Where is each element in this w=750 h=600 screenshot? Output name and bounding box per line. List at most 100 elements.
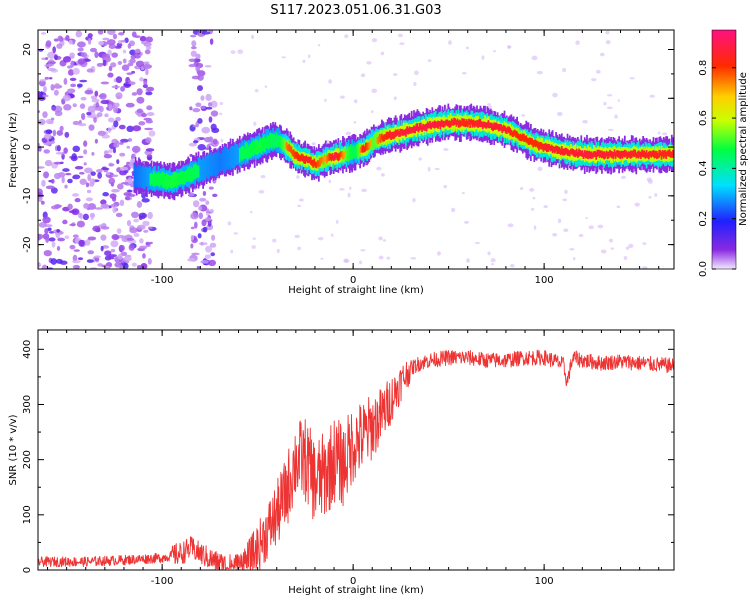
ridge-segment [465, 119, 468, 127]
ridge-segment [549, 145, 552, 152]
noise-blob [120, 39, 126, 43]
noise-blob [78, 212, 82, 219]
noise-blob [507, 223, 514, 228]
ridge-segment [449, 121, 452, 128]
noise-blob [119, 170, 127, 176]
noise-blob [349, 186, 352, 190]
noise-blob [38, 90, 42, 98]
noise-blob [119, 244, 125, 252]
noise-blob [201, 126, 211, 134]
ridge-segment [582, 152, 585, 159]
ridge-segment [424, 124, 427, 131]
noise-blob [481, 55, 485, 60]
noise-blob [386, 256, 391, 260]
ridge-segment [548, 144, 551, 150]
noise-blob [414, 70, 419, 76]
ridge-segment [555, 145, 557, 152]
noise-blob [233, 232, 239, 235]
noise-blob [84, 89, 94, 95]
ridge-segment [669, 151, 672, 158]
noise-blob [98, 94, 106, 98]
ridge-segment [154, 172, 156, 187]
ridge-segment [233, 146, 235, 169]
ridge-segment [242, 145, 245, 160]
ridge-segment [361, 145, 364, 153]
snr-ytick-label: 100 [22, 505, 33, 524]
ridge-segment [617, 150, 619, 158]
ridge-segment [211, 155, 214, 177]
noise-blob [192, 200, 200, 208]
ridge-segment [340, 151, 343, 158]
ridge-segment [564, 147, 567, 155]
noise-blob [119, 166, 129, 171]
noise-blob [68, 210, 78, 214]
ridge-segment [393, 131, 396, 139]
ridge-segment [644, 152, 647, 159]
noise-blob [42, 94, 49, 98]
ridge-segment [413, 125, 415, 134]
snr-ytick-label: 200 [22, 450, 33, 469]
ridge-segment [474, 120, 477, 126]
noise-blob [126, 237, 135, 241]
ridge-segment [205, 156, 208, 177]
ridge-segment [630, 150, 633, 158]
noise-blob [41, 264, 48, 269]
ridge-segment [186, 169, 188, 182]
noise-blob [131, 145, 141, 153]
ridge-segment [633, 149, 635, 158]
noise-blob [100, 199, 107, 205]
ridge-segment [653, 150, 656, 159]
noise-blob [115, 76, 123, 84]
noise-blob [99, 105, 104, 113]
noise-blob [108, 104, 113, 111]
ridge-segment [658, 149, 661, 158]
ridge-segment [386, 131, 389, 140]
noise-blob [87, 37, 92, 45]
noise-blob [190, 46, 197, 50]
noise-blob [197, 74, 204, 81]
ridge-segment [476, 120, 478, 127]
ridge-segment [332, 154, 335, 161]
noise-blob [344, 259, 350, 263]
noise-blob [79, 178, 87, 185]
noise-blob [564, 189, 568, 194]
ridge-segment [303, 155, 305, 164]
noise-blob [144, 127, 154, 131]
noise-blob [146, 112, 155, 117]
noise-blob [38, 222, 47, 228]
noise-blob [260, 174, 266, 179]
noise-blob [95, 102, 100, 108]
ridge-segment [437, 120, 439, 129]
ridge-segment [481, 122, 484, 130]
noise-blob [72, 260, 81, 264]
ridge-segment [503, 125, 506, 132]
noise-blob [380, 51, 385, 56]
noise-blob [72, 174, 81, 180]
noise-blob [104, 265, 110, 269]
ridge-segment [347, 146, 350, 162]
noise-blob [47, 61, 57, 65]
noise-blob [94, 51, 99, 59]
ridge-segment [418, 122, 421, 131]
noise-blob [114, 262, 122, 268]
ridge-segment [650, 151, 653, 158]
noise-blob [443, 148, 449, 151]
noise-blob [121, 64, 130, 71]
noise-blob [133, 233, 140, 237]
ridge-segment [209, 154, 211, 176]
ridge-segment [331, 153, 334, 160]
noise-blob [143, 79, 148, 86]
noise-blob [189, 153, 193, 157]
ridge-segment [283, 138, 286, 151]
ridge-segment [225, 147, 227, 171]
spectrogram-ytick-label: 10 [22, 92, 33, 105]
noise-blob [237, 49, 244, 55]
ridge-segment [601, 150, 603, 159]
noise-blob [490, 258, 496, 263]
noise-blob [67, 178, 73, 184]
noise-blob [413, 82, 417, 86]
noise-blob [623, 256, 628, 260]
noise-blob [657, 131, 661, 135]
ridge-segment [360, 146, 363, 153]
noise-blob [38, 166, 45, 169]
